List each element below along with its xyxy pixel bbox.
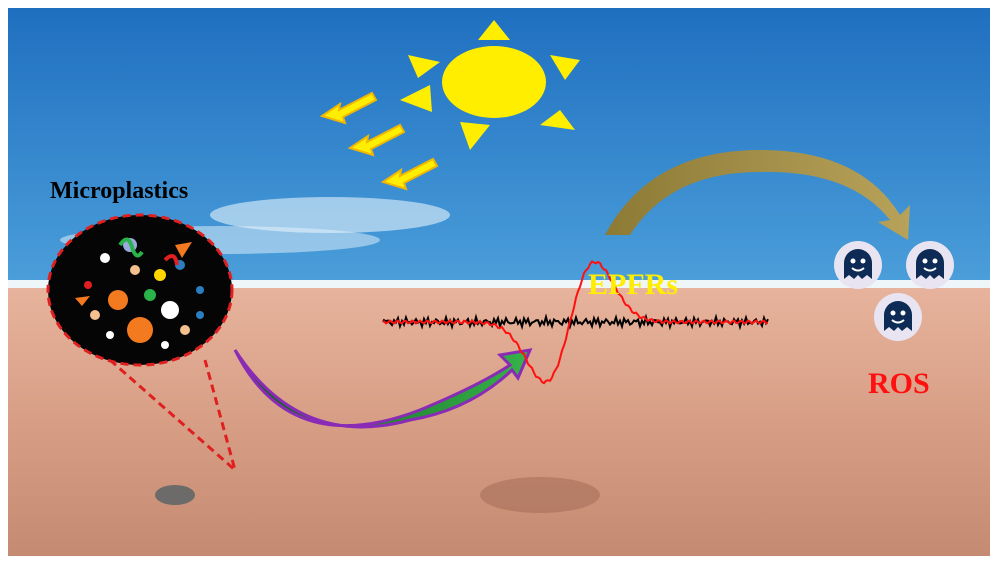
sun	[400, 20, 580, 150]
sand-mound	[480, 477, 600, 513]
cloud	[210, 197, 450, 233]
ros-label: ROS	[868, 367, 930, 400]
transfer-arrow	[233, 348, 533, 429]
generation-arrow	[605, 150, 910, 240]
epfrs-label: EPFRs	[588, 268, 678, 301]
microplastics-label: Microplastics	[50, 178, 188, 204]
ros-icons	[834, 241, 954, 341]
epr-signal	[382, 260, 769, 385]
rock	[155, 485, 195, 505]
sun-rays	[319, 91, 439, 191]
sea	[8, 280, 990, 290]
microplastic-particles	[75, 237, 204, 349]
zoom-lines	[109, 358, 238, 475]
